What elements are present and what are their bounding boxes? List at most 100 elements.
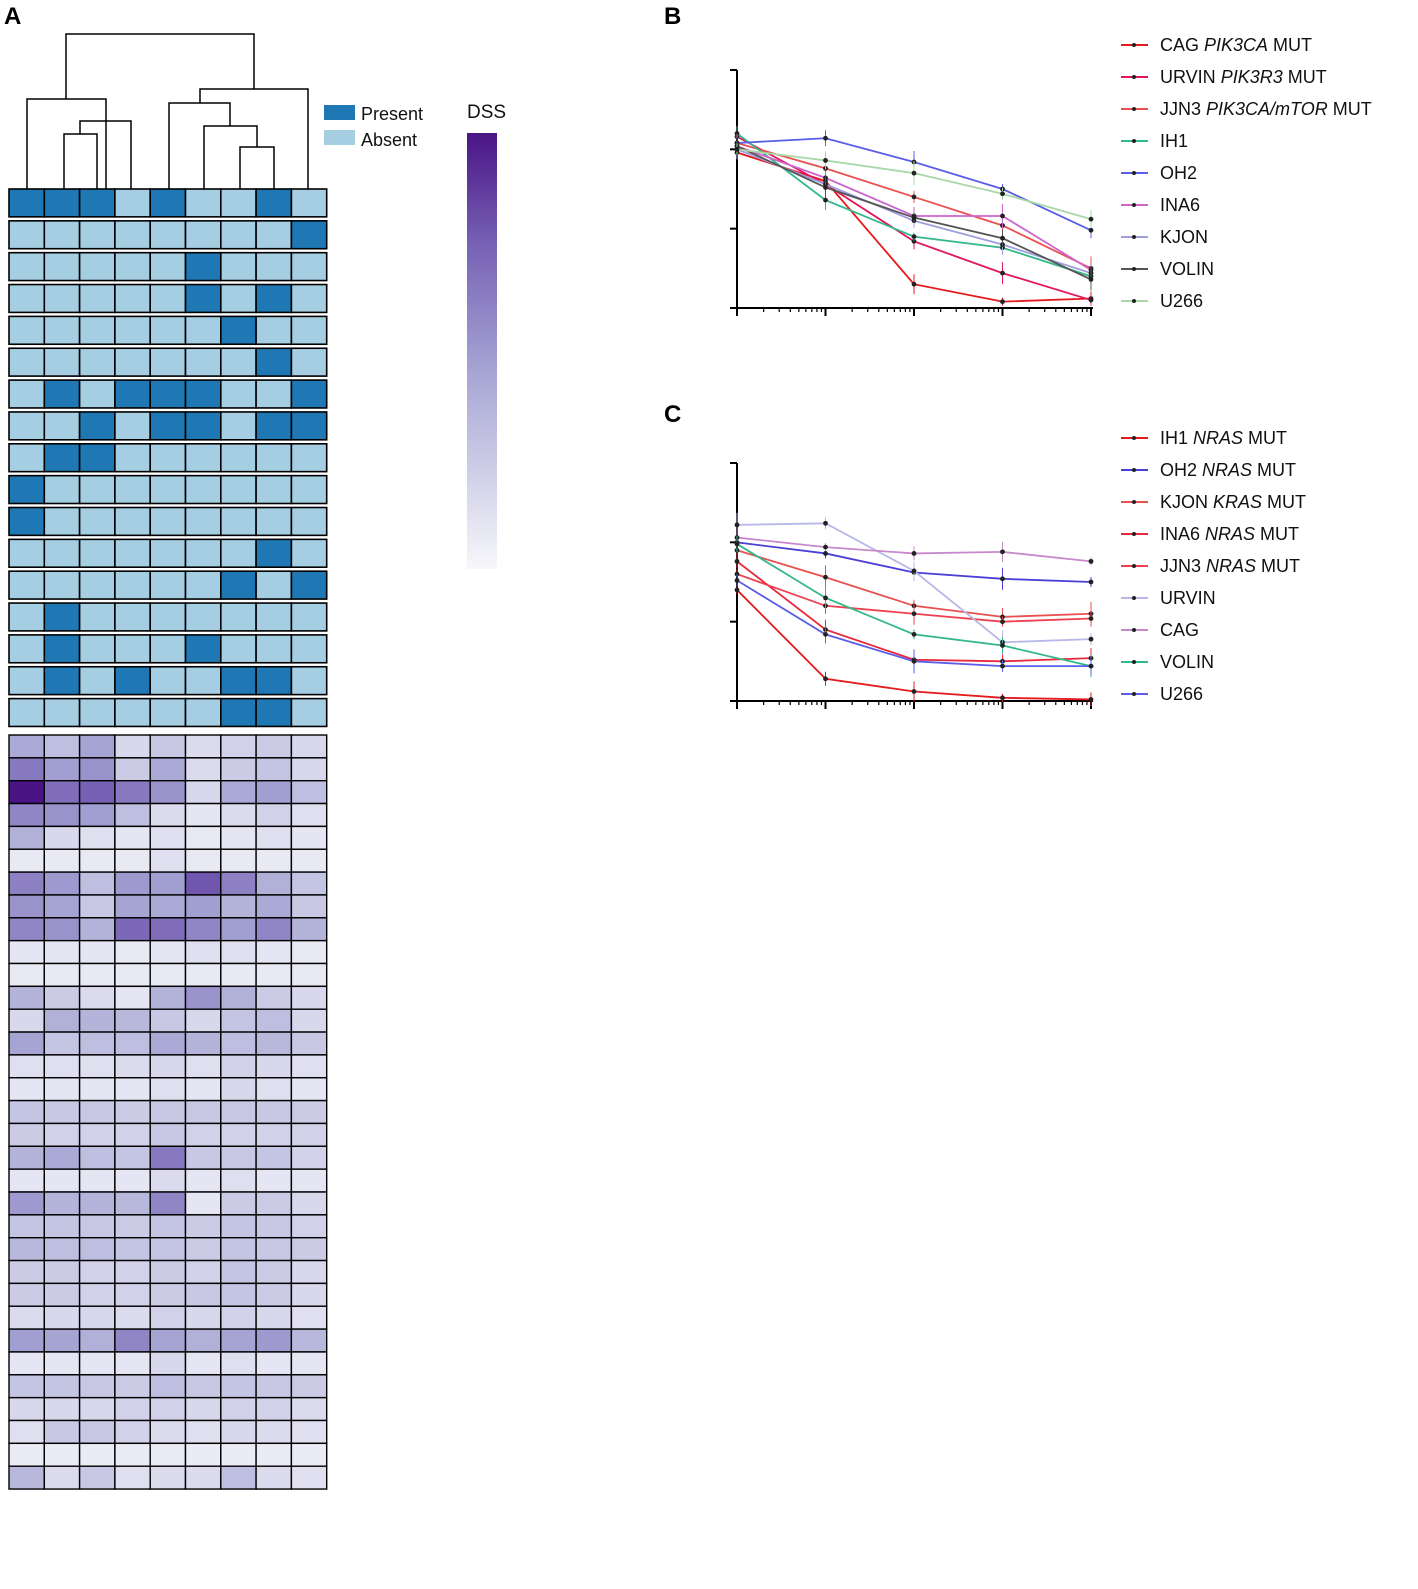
dss-cell-cerdulatinib-syk-cag xyxy=(184,1145,222,1170)
dss-cell-pictilisib-pi3k-ina6 xyxy=(149,894,187,919)
dss-cell-dabrafenib-braf-oh2 xyxy=(78,825,116,850)
dss-heatmap xyxy=(8,734,328,1490)
dss-cell-crizotinib-alk-ros1-met-jjn3 xyxy=(255,1214,293,1239)
mutation-cell-camk-kjon xyxy=(43,634,81,664)
data-point-volin xyxy=(823,185,828,190)
legend-marker xyxy=(1132,692,1136,696)
legend-label: IH1 NRAS MUT xyxy=(1160,428,1287,448)
legend-marker xyxy=(1132,660,1136,664)
dss-cell-erlotinib-egfr-u266 xyxy=(290,1351,328,1376)
mutation-cell-clk1-u266 xyxy=(290,697,328,728)
dss-cell-crizotinib-alk-ros1-met-ina6 xyxy=(149,1214,187,1239)
mutation-cell-pik3r3-volin xyxy=(114,315,152,346)
mutation-cell-alk-u266 xyxy=(290,538,328,568)
legend-label: VOLIN xyxy=(1160,652,1214,672)
mutation-cell-pik3ca-kjon xyxy=(43,283,81,314)
data-point-cag xyxy=(911,551,917,556)
dendro-branch xyxy=(239,146,275,189)
dss-cell-osimertinib-egfr-kjon xyxy=(43,1328,81,1353)
legend-item-volin: VOLIN xyxy=(1121,652,1214,672)
legend-name: INA6 xyxy=(1160,524,1200,544)
dss-cell-dasatinib-abl-oh2 xyxy=(78,1031,116,1056)
dss-cell-regorafenib-vegfr-kjon xyxy=(43,1054,81,1079)
mutation-cell-cdk13-u266 xyxy=(290,665,328,696)
dss-cell-idelalisib-pi3k-jjn3 xyxy=(255,939,293,965)
legend-mutation: NRAS xyxy=(1202,460,1252,480)
legend-item-kjon: KJON xyxy=(1121,227,1208,247)
legend-label-present: Present xyxy=(361,104,423,124)
dss-cell-brigatinib-alk-ros1-volin xyxy=(114,1259,151,1285)
dss-cell-at9283-abl-volin xyxy=(114,1008,151,1033)
data-point-urvin xyxy=(734,522,740,528)
dss-cell-trametinib-mek-u266 xyxy=(290,780,328,805)
mutation-cell-egfr-ina6 xyxy=(149,442,187,473)
dss-cell-at9283-abl-u266 xyxy=(290,1008,328,1033)
legend-name: JJN3 xyxy=(1160,556,1201,576)
dss-cell-dasatinib-abl-ih1 xyxy=(8,1031,45,1056)
data-point-jjn3 xyxy=(734,571,740,577)
dss-cell-dabrafenib-braf-ih1 xyxy=(8,825,45,850)
colorbar-title: DSS xyxy=(467,102,506,123)
dss-cell-erlotinib-egfr-ih1 xyxy=(8,1351,45,1376)
mutation-cell-clk1-oh2 xyxy=(78,697,116,728)
mutation-cell-abl-urvin xyxy=(220,474,257,505)
mutation-cell-clk1-ina6 xyxy=(149,697,187,728)
dss-cell-entrectinib-ros1-alk-urvin xyxy=(220,1282,257,1307)
legend-marker xyxy=(1132,171,1136,175)
dss-cell-vemurafenib-braf-volin xyxy=(114,848,151,873)
dss-cell-temsirolimus-mtor-pi3k-akt-volin xyxy=(114,917,151,942)
legend-name: VOLIN xyxy=(1160,652,1214,672)
dss-cell-lorlatinib-ros1-alk-kjon xyxy=(43,1305,81,1330)
dss-cell-lorlatinib-ros1-alk-ina6 xyxy=(149,1305,187,1330)
mutation-cell-tp53-urvin xyxy=(220,379,257,409)
mutation-cell-tp53-u266 xyxy=(290,379,328,409)
mutation-cell-nras-kras-u266 xyxy=(290,188,328,218)
legend-marker xyxy=(1132,299,1136,303)
dss-cell-kn-93phosphate-camk-ih1 xyxy=(8,1396,45,1422)
dss-cell-dasatinib-abl-volin xyxy=(114,1031,151,1056)
dss-cell-crizotinib-alk-ros1-met-kjon xyxy=(43,1214,81,1239)
dss-cell-temsirolimus-mtor-pi3k-akt-cag xyxy=(184,917,222,942)
dss-cell-kn-93phosphate-camk-kjon xyxy=(43,1396,81,1422)
data-point-urvin xyxy=(1088,297,1094,303)
mutation-cell-tp53-oh2 xyxy=(78,379,116,409)
dss-cell-ruxolitinib-jak-stat-ih1 xyxy=(8,1191,45,1216)
dss-cell-pictilisib-pi3k-urvin xyxy=(220,894,257,919)
mutation-cell-cdk13-jjn3 xyxy=(255,665,293,696)
dss-cell-nutlin3a-mdm2-tp53-jjn3 xyxy=(255,1465,293,1490)
dss-cell-regorafenib-vegfr-ina6 xyxy=(149,1054,187,1079)
mutation-cell-nras-kras-jjn3 xyxy=(255,188,293,218)
mutation-cell-cdk13-cag xyxy=(184,665,222,696)
dss-cell-cerdulatinib-syk-ina6 xyxy=(149,1145,187,1170)
legend-mutation: PIK3CA/mTOR xyxy=(1206,99,1328,119)
data-point-ih1 xyxy=(734,587,740,593)
dss-cell-kn-93phosphate-camk-u266 xyxy=(290,1396,328,1422)
dss-cell-dasatinib-abl-jjn3 xyxy=(255,1031,293,1056)
mutation-cell-pik3ca-oh2 xyxy=(78,283,116,314)
dss-cell-afatinib-egfr-ina6 xyxy=(149,1374,187,1399)
mutation-cell-raf-1-urvin xyxy=(220,251,257,282)
mutation-cell-alk-cag xyxy=(184,538,222,568)
dss-cell-copanlisib-pi3k-kjon xyxy=(43,985,81,1010)
data-point-urvin xyxy=(911,568,917,574)
dss-cell-u0126-mek-kjon xyxy=(43,734,81,759)
legend-label: JJN3 NRAS MUT xyxy=(1160,556,1300,576)
mutation-cell-syk-jjn3 xyxy=(255,506,293,537)
dss-cell-pictilisib-pi3k-cag xyxy=(184,894,222,919)
dss-cell-brigatinib-alk-ros1-jjn3 xyxy=(255,1259,293,1285)
legend-name: U266 xyxy=(1160,684,1203,704)
dss-cell-copanlisib-pi3k-u266 xyxy=(290,985,328,1010)
legend-label: OH2 xyxy=(1160,163,1197,183)
panel-label-c: C xyxy=(664,401,681,428)
series-ih1 xyxy=(734,585,1094,707)
dss-cell-gsk2636771-pi3k-cag xyxy=(184,962,222,988)
dss-cell-vemurafenib-braf-urvin xyxy=(220,848,257,873)
dss-cell-idelalisib-pi3k-cag xyxy=(184,939,222,965)
dss-cell-erlotinib-egfr-oh2 xyxy=(78,1351,116,1376)
legend-suffix: MUT xyxy=(1243,428,1287,448)
mutation-cell-met-oh2 xyxy=(78,602,116,632)
data-point-jjn3 xyxy=(911,194,917,200)
dss-cell-u0126-mek-ina6 xyxy=(149,734,187,759)
mutation-cell-nras-kras-kjon xyxy=(43,188,81,218)
mutation-cell-egfr-u266 xyxy=(290,442,328,473)
